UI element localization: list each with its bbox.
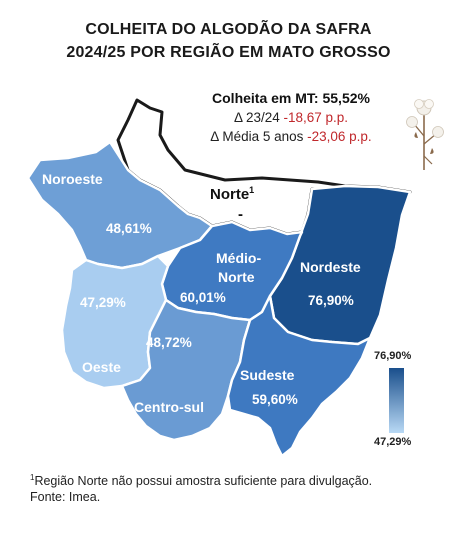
legend-max-label: 76,90% [374, 350, 412, 362]
region-sudeste [226, 294, 372, 458]
footnote-text: 1Região Norte não possui amostra suficie… [30, 470, 372, 489]
delta-year-value: -18,67 p.p. [283, 110, 349, 125]
harvest-total: Colheita em MT: 55,52% [186, 90, 396, 106]
title-line-1: COLHEITA DO ALGODÃO DA SAFRA [85, 21, 372, 38]
harvest-value: 55,52% [322, 90, 370, 106]
delta-avg-value: -23,06 p.p. [307, 129, 372, 144]
label-noroeste-name: Noroeste [42, 171, 103, 187]
label-centro-sul-value: 48,72% [146, 335, 192, 350]
label-nordeste-name: Nordeste [300, 259, 361, 275]
label-norte-text: Norte [210, 186, 249, 203]
cotton-plant-icon [406, 99, 444, 170]
delta-five-year-average: Δ Média 5 anos -23,06 p.p. [186, 129, 396, 144]
label-medio-norte-name-1: Médio- [216, 250, 261, 266]
delta-year-label: Δ 23/24 [233, 110, 280, 125]
delta-previous-season: Δ 23/24 -18,67 p.p. [186, 110, 396, 125]
region-centro-sul [120, 298, 252, 442]
label-norte-sup: 1 [249, 185, 254, 195]
harvest-label: Colheita em MT: [212, 90, 319, 106]
footnote-marker: 1 [30, 473, 35, 482]
legend-min-label: 47,29% [374, 436, 412, 448]
footnote-body: Região Norte não possui amostra suficien… [34, 474, 373, 489]
label-medio-norte-value: 60,01% [180, 290, 226, 305]
label-noroeste-value: 48,61% [106, 221, 152, 236]
title-line-2: 2024/25 POR REGIÃO EM MATO GROSSO [66, 44, 391, 61]
chart-title: COLHEITA DO ALGODÃO DA SAFRA 2024/25 POR… [0, 18, 457, 64]
footnote: 1Região Norte não possui amostra suficie… [30, 470, 372, 505]
legend-gradient-bar [389, 368, 404, 433]
label-oeste-name: Oeste [82, 359, 121, 375]
source-text: Fonte: Imea. [30, 490, 101, 505]
label-medio-norte-name-2: Norte [218, 269, 255, 285]
label-sudeste-name: Sudeste [240, 367, 295, 383]
label-nordeste-value: 76,90% [308, 293, 354, 308]
summary-panel: Colheita em MT: 55,52% Δ 23/24 -18,67 p.… [186, 90, 396, 144]
label-centro-sul-name: Centro-sul [134, 399, 204, 415]
label-norte-value: - [238, 206, 243, 223]
label-norte-name: Norte1 [210, 185, 254, 203]
delta-avg-label: Δ Média 5 anos [210, 129, 304, 144]
label-oeste-value: 47,29% [80, 295, 126, 310]
label-sudeste-value: 59,60% [252, 392, 298, 407]
